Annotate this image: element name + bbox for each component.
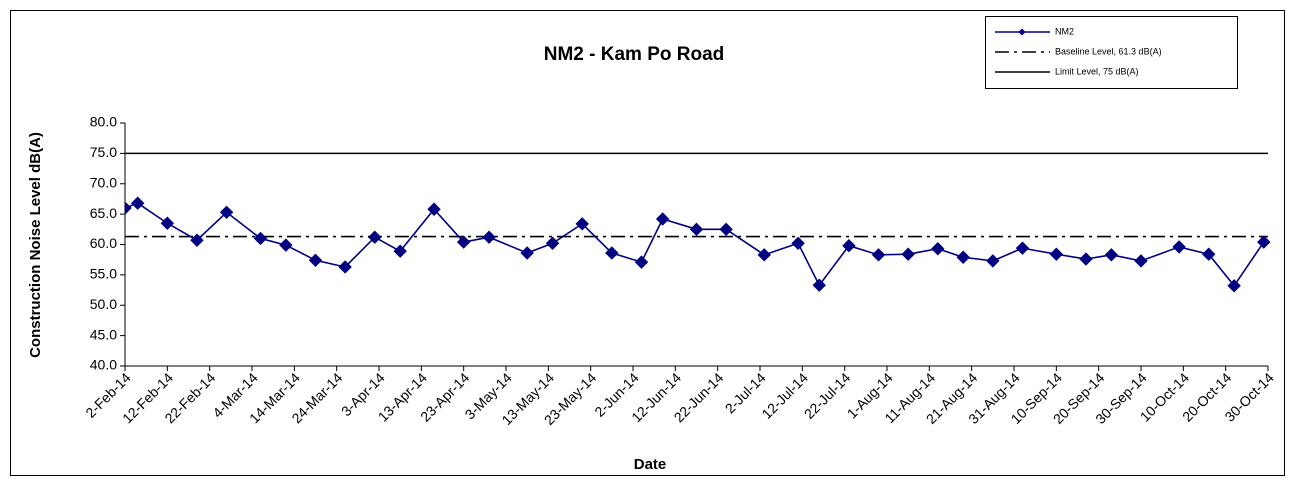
data-point	[393, 244, 407, 258]
y-tick-label: 70.0	[90, 174, 117, 190]
data-point	[125, 201, 132, 215]
data-point	[689, 222, 704, 237]
data-point	[1227, 279, 1241, 293]
data-point	[757, 248, 771, 262]
data-point	[655, 212, 670, 226]
data-point	[160, 216, 175, 230]
data-point	[791, 236, 805, 250]
y-tick-label: 75.0	[90, 144, 117, 160]
series-line	[124, 202, 1265, 288]
y-tick-label: 45.0	[90, 326, 117, 342]
y-tick-label: 40.0	[90, 357, 117, 373]
data-point	[634, 255, 649, 269]
data-point	[368, 230, 382, 244]
data-point	[279, 238, 293, 252]
data-point	[1049, 247, 1064, 261]
y-tick-label: 80.0	[90, 114, 117, 130]
x-axis-label: Date	[634, 456, 667, 473]
data-point	[1015, 241, 1030, 255]
data-point	[575, 217, 589, 231]
legend-marker	[1018, 28, 1026, 36]
data-point	[482, 230, 496, 244]
data-point	[812, 278, 826, 292]
data-point	[956, 250, 970, 264]
data-point	[1172, 240, 1186, 254]
legend-label: Limit Level, 75 dB(A)	[1055, 66, 1139, 76]
data-point	[719, 222, 733, 237]
y-tick-label: 65.0	[90, 205, 117, 221]
y-tick-label: 50.0	[90, 296, 117, 312]
data-point	[427, 202, 441, 216]
data-point	[338, 260, 352, 274]
data-point	[520, 246, 534, 260]
y-axis-label: Construction Noise Level dB(A)	[27, 132, 44, 358]
data-point	[1202, 247, 1216, 261]
data-point	[545, 236, 560, 250]
data-point	[1257, 235, 1271, 249]
data-point	[190, 233, 204, 247]
data-point	[1104, 248, 1119, 262]
data-point	[219, 205, 234, 220]
data-point	[456, 235, 471, 249]
data-point	[253, 231, 268, 246]
data-point	[1134, 254, 1148, 268]
y-tick-label: 55.0	[90, 266, 117, 282]
data-point	[130, 196, 145, 210]
data-point	[605, 246, 619, 260]
data-point	[842, 239, 856, 253]
data-point	[871, 248, 886, 262]
legend-label: NM2	[1055, 26, 1074, 36]
data-point	[1079, 252, 1093, 266]
data-point	[901, 247, 915, 261]
y-tick-label: 60.0	[90, 235, 117, 251]
data-point	[986, 254, 1000, 268]
chart-title: NM2 - Kam Po Road	[544, 44, 725, 65]
legend-label: Baseline Level, 61.3 dB(A)	[1055, 46, 1162, 56]
data-point	[931, 242, 945, 256]
data-point	[308, 253, 323, 268]
